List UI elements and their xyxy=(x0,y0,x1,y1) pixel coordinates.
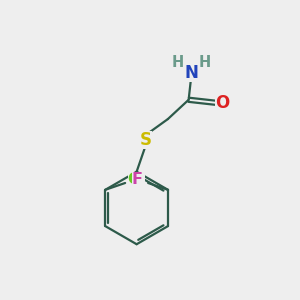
Text: H: H xyxy=(172,55,184,70)
Text: Cl: Cl xyxy=(128,172,145,187)
Text: O: O xyxy=(215,94,229,112)
Text: F: F xyxy=(132,172,142,187)
Text: S: S xyxy=(140,131,152,149)
Text: H: H xyxy=(198,55,211,70)
Text: N: N xyxy=(184,64,198,82)
